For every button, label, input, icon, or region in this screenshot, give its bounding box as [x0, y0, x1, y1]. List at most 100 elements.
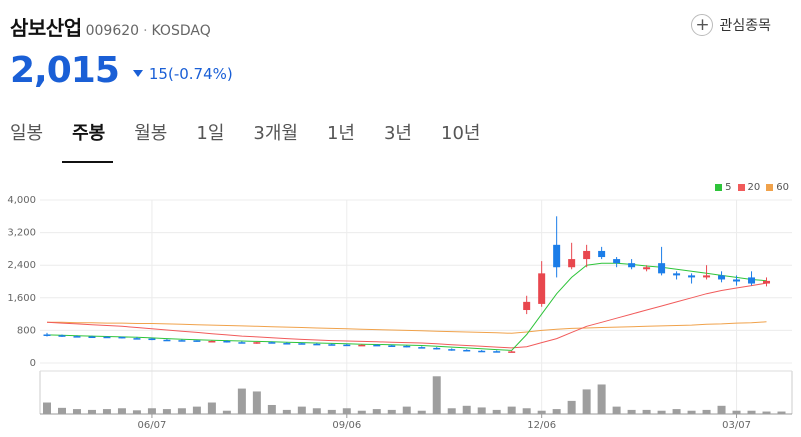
volume-bar — [102, 409, 111, 414]
y-tick-label: 2,400 — [7, 260, 36, 271]
legend-ma5-label: 5 — [725, 182, 732, 193]
candle-body — [148, 338, 156, 341]
x-tick-label: 06/07 — [138, 420, 167, 431]
candle-body — [418, 347, 426, 349]
candle-body — [373, 344, 381, 347]
volume-bar — [672, 409, 681, 414]
tab-1-day[interactable]: 1일 — [196, 123, 225, 144]
volume-bar — [252, 391, 261, 414]
candle-body — [388, 345, 396, 347]
candle-body — [493, 351, 501, 353]
candle-body — [403, 345, 411, 348]
x-tick-label: 09/06 — [332, 420, 361, 431]
volume-bar — [132, 410, 141, 414]
volume-bar — [687, 410, 696, 414]
plus-icon: + — [691, 14, 714, 36]
price-change-value: 15(-0.74%) — [148, 64, 233, 83]
x-tick-label: 12/06 — [527, 420, 556, 431]
tab-1-year[interactable]: 1년 — [326, 123, 355, 144]
candle-body — [598, 250, 606, 258]
y-tick-label: 3,200 — [7, 228, 36, 239]
volume-bar — [657, 410, 666, 414]
candle-body — [73, 336, 81, 338]
stock-header: 삼보산업 009620 · KOSDAQ — [10, 12, 211, 40]
volume-bar — [342, 408, 351, 414]
x-tick-label: 03/07 — [722, 420, 751, 431]
volume-bar — [387, 409, 396, 414]
tab-daily[interactable]: 일봉 — [10, 123, 44, 144]
volume-bar — [522, 408, 531, 414]
tab-monthly[interactable]: 월봉 — [134, 123, 168, 144]
legend-ma60: 60 — [766, 182, 789, 193]
period-tabs: 일봉 주봉 월봉 1일 3개월 1년 3년 10년 — [0, 115, 801, 163]
candle-body — [43, 334, 51, 336]
legend-ma5: 5 — [715, 182, 732, 193]
tab-3-months[interactable]: 3개월 — [253, 123, 298, 144]
market-name: KOSDAQ — [151, 23, 211, 39]
legend-ma20: 20 — [737, 182, 761, 193]
volume-bar — [432, 376, 441, 414]
candle-body — [193, 340, 201, 342]
candle-body — [538, 273, 546, 304]
legend-ma60-label: 60 — [776, 182, 789, 193]
volume-bar — [402, 406, 411, 414]
volume-bar — [717, 405, 726, 414]
ma60-line — [47, 321, 767, 334]
volume-bar — [732, 410, 741, 414]
volume-bar — [477, 407, 486, 414]
volume-bar — [537, 410, 546, 414]
ma20-line — [46, 282, 767, 349]
volume-bar — [462, 405, 471, 414]
candle-body — [208, 340, 216, 343]
volume-bar — [267, 404, 276, 414]
volume-bar — [492, 409, 501, 414]
add-favorite-button[interactable]: + 관심종목 — [691, 14, 771, 36]
current-price: 2,015 — [10, 50, 120, 91]
candle-body — [223, 340, 231, 343]
volume-bar — [552, 409, 561, 414]
candle-body — [628, 263, 636, 268]
stock-name: 삼보산업 — [10, 16, 82, 40]
price-chart[interactable]: 4,000 3,200 2,400 1,600 800 0 06/07 09/06 12/06 0… — [0, 185, 801, 437]
candle-body — [688, 275, 696, 278]
volume-bar — [222, 410, 231, 414]
candle-body — [343, 344, 351, 347]
candle-body — [658, 263, 666, 274]
candle-body — [253, 342, 261, 344]
candle-body — [133, 338, 141, 340]
candle-body — [433, 347, 441, 350]
volume-bar — [87, 409, 96, 414]
volume-bar — [372, 409, 381, 414]
candle-body — [583, 250, 591, 260]
favorite-label: 관심종목 — [719, 18, 771, 34]
candle-body — [508, 351, 516, 353]
volume-bar — [582, 389, 591, 414]
candle-body — [88, 336, 96, 339]
legend-ma60-swatch — [766, 184, 774, 191]
tab-weekly[interactable]: 주봉 — [62, 115, 114, 163]
volume-bar — [43, 402, 51, 414]
candle-body — [553, 244, 561, 268]
volume-bar — [642, 409, 651, 414]
candle-body — [283, 343, 291, 345]
candle-body — [163, 339, 171, 342]
candle-body — [313, 343, 321, 346]
y-tick-label: 0 — [30, 358, 36, 369]
volume-bar — [327, 409, 336, 414]
tab-3-years[interactable]: 3년 — [383, 123, 412, 144]
volume-bar — [117, 408, 126, 414]
tab-10-years[interactable]: 10년 — [441, 123, 481, 144]
volume-bar — [447, 408, 456, 414]
volume-bar — [357, 410, 366, 414]
volume-bar — [297, 406, 306, 414]
volume-bar — [162, 409, 171, 414]
volume-bar — [777, 411, 786, 414]
legend-ma20-label: 20 — [747, 182, 761, 193]
candle-body — [748, 277, 756, 284]
chart-legend: 5 20 60 — [709, 182, 789, 193]
candle-body — [568, 259, 576, 268]
volume-bar — [207, 402, 216, 414]
candle-body — [328, 344, 336, 346]
candle-body — [463, 349, 471, 352]
price-change: 15(-0.74%) — [132, 64, 233, 83]
